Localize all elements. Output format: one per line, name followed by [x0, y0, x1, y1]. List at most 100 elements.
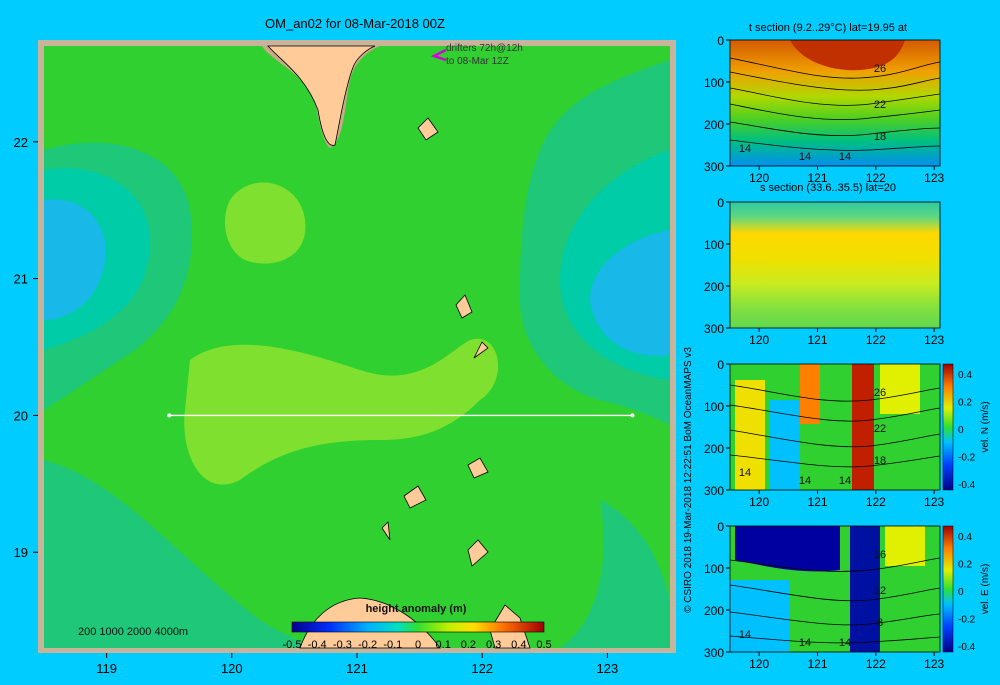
colorbar-tick-label: -0.2 [358, 639, 377, 651]
velocity-east-colorbar [942, 525, 954, 653]
map-x-tick-label: 120 [221, 661, 243, 676]
section-x-tick-label: 120 [749, 657, 769, 671]
section-y-tick-label: 100 [704, 238, 724, 252]
drifter-label-1: drifters 72h@12h [446, 43, 523, 54]
velocity-north-colorbar [942, 363, 954, 491]
salinity-section-panel: s section (33.6..35.5) lat=20 120 121 122 1… [704, 182, 945, 347]
section-y-tick-label: 300 [704, 646, 724, 660]
temperature-contours [729, 57, 941, 151]
section-y-tick-label: 300 [704, 484, 724, 498]
section-y-tick-label: 200 [704, 280, 724, 294]
land-island [381, 521, 391, 541]
section-y-tick-label: 200 [704, 604, 724, 618]
velocity-band [735, 526, 840, 572]
map-x-tick-label: 119 [96, 661, 117, 676]
section-x-tick-label: 122 [866, 171, 886, 185]
section-x-tick-label: 121 [807, 657, 827, 671]
velocity-band [770, 400, 800, 490]
velocity-north-contours [729, 384, 941, 468]
section-x-tick-label: 120 [749, 171, 769, 185]
section-x-tick-label: 121 [807, 171, 827, 185]
section-colorbar-tick-label: 0 [958, 587, 964, 598]
anomaly-contour [44, 460, 330, 648]
land-island [473, 341, 489, 359]
map-y-axis: 22 21 20 19 [14, 135, 38, 560]
contour-label: 16 [874, 549, 886, 561]
section-y-tick-label: 300 [704, 322, 724, 336]
velocity-east-contours [729, 557, 941, 644]
contour-label: 14 [739, 467, 751, 479]
contour-label: 12 [874, 585, 886, 597]
temperature-section-panel: t section (9.2..29°C) lat=19.95 at 26 22 1… [704, 22, 945, 185]
anomaly-contour [184, 338, 499, 485]
map-y-tick-label: 19 [14, 545, 28, 560]
map-x-tick-label: 122 [471, 661, 493, 676]
map-x-axis: 119 120 121 122 123 [96, 653, 618, 676]
map-y-tick-label: 20 [14, 408, 28, 423]
colorbar-tick-label: 0 [415, 639, 421, 651]
section-x-tick-label: 120 [749, 333, 769, 347]
velocity-band [885, 526, 925, 566]
section-y-tick-label: 0 [717, 196, 724, 210]
colorbar-tick-label: 0.5 [536, 639, 551, 651]
anomaly-contour [590, 230, 670, 356]
temperature-core [790, 40, 905, 71]
contour-label: 14 [839, 637, 851, 649]
velocity-east-frame [729, 525, 941, 653]
colorbar-tick-label: 0.1 [436, 639, 451, 651]
colorbar-tick-label: -0.1 [383, 639, 402, 651]
section-colorbar-tick-label: 0.4 [958, 532, 972, 543]
velocity-band [850, 526, 880, 652]
section-y-tick-label: 200 [704, 118, 724, 132]
anomaly-contour [44, 199, 106, 320]
land-island [403, 485, 427, 509]
velocity-band [852, 364, 874, 490]
velocity-north-frame [729, 363, 941, 491]
contour-label: 18 [874, 131, 886, 143]
velocity-band [800, 364, 820, 424]
section-x-tick-label: 123 [924, 495, 944, 509]
section-colorbar-tick-label: -0.4 [958, 480, 976, 491]
contour-label: 14 [739, 143, 751, 155]
map-x-tick-label: 123 [597, 661, 619, 676]
transect-line [167, 413, 635, 418]
colorbar-tick-label: -0.4 [308, 639, 327, 651]
colorbar-tick-label: -0.3 [333, 639, 352, 651]
velocity-east-contour-labels: 16 12 8 14 14 14 [739, 549, 886, 649]
temperature-section-title: t section (9.2..29°C) lat=19.95 at [749, 22, 907, 34]
section-y-tick-label: 0 [717, 520, 724, 534]
colorbar-label: height anomaly (m) [366, 603, 467, 615]
land-island [467, 539, 489, 567]
contour-label: 26 [874, 63, 886, 75]
anomaly-contour [560, 500, 670, 648]
section-x-tick-label: 123 [924, 333, 944, 347]
section-x-tick-label: 123 [924, 657, 944, 671]
contour-label: 14 [839, 151, 851, 163]
section-y-tick-label: 300 [704, 160, 724, 174]
salinity-field [730, 202, 940, 328]
contour-label: 8 [877, 617, 883, 629]
land-island [467, 457, 489, 479]
contour-label: 18 [874, 455, 886, 467]
section-y-tick-label: 200 [704, 442, 724, 456]
temperature-contour-labels: 26 22 18 14 14 14 [739, 63, 886, 163]
velocity-north-section-panel: 26 22 18 14 14 14 vel. N (m/s) 0.4 0.2 0 -0.2 -0.… [704, 358, 991, 509]
section-colorbar-tick-label: 0.4 [958, 370, 972, 381]
section-y-tick-label: 0 [717, 34, 724, 48]
drifter-track [430, 48, 447, 62]
section-y-tick-label: 100 [704, 76, 724, 90]
transect-endpoint [630, 413, 635, 418]
section-x-tick-label: 121 [807, 495, 827, 509]
colorbar-tick-label: 0.3 [486, 639, 501, 651]
transect-endpoint [167, 413, 172, 418]
contour-label: 14 [739, 629, 751, 641]
drifter-label-2: to 08-Mar 12Z [446, 56, 509, 67]
contour-label: 22 [874, 423, 886, 435]
section-x-tick-label: 121 [807, 333, 827, 347]
colorbar-tick-label: 0.4 [511, 639, 526, 651]
height-anomaly-colorbar [291, 621, 545, 633]
section-x-tick-label: 122 [866, 657, 886, 671]
contour-label: 14 [799, 637, 811, 649]
section-colorbar-tick-label: 0.2 [958, 560, 972, 571]
